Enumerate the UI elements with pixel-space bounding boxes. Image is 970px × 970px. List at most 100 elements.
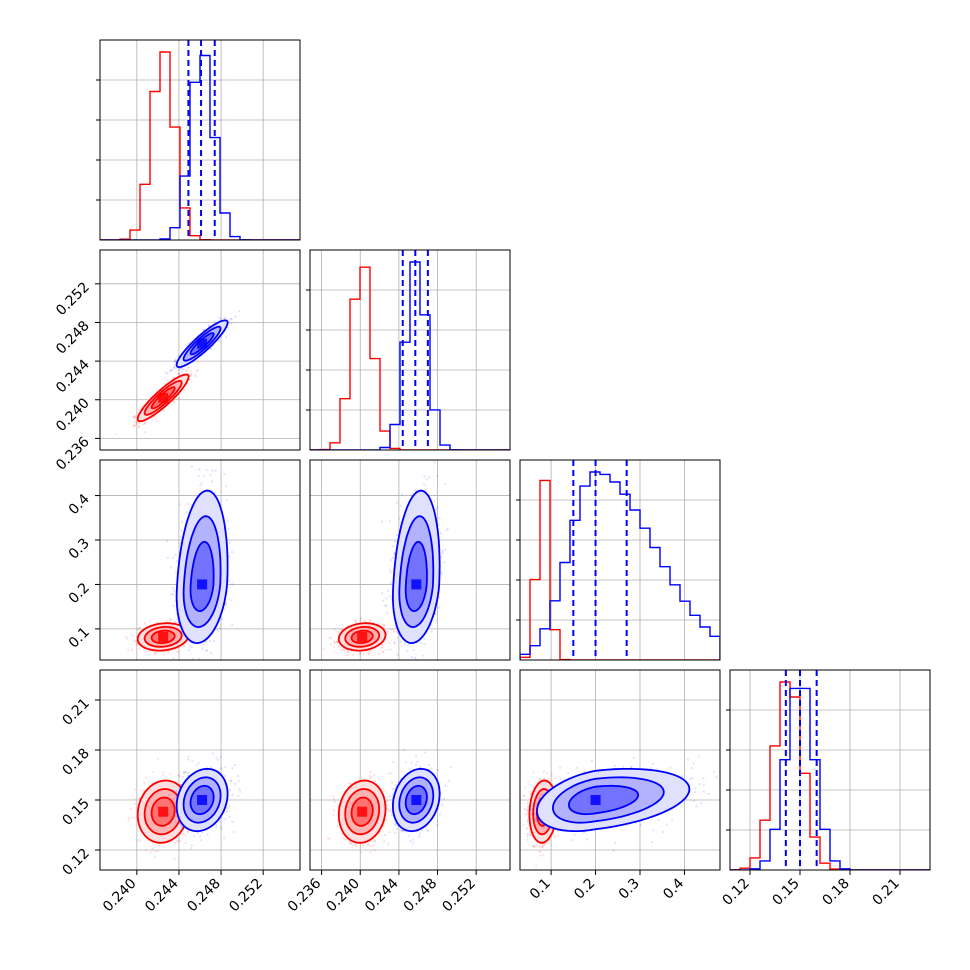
- scatter-point: [213, 640, 216, 643]
- scatter-point: [342, 648, 345, 651]
- scatter-point: [190, 465, 193, 468]
- scatter-point: [386, 611, 389, 614]
- scatter-point: [201, 643, 204, 646]
- scatter-point: [133, 424, 136, 427]
- contour-line: [136, 622, 190, 652]
- scatter-point: [198, 657, 201, 660]
- scatter-point: [172, 590, 175, 593]
- scatter-point: [336, 640, 339, 644]
- scatter-point: [429, 457, 431, 459]
- scatter-point: [184, 369, 187, 372]
- scatter-point: [179, 646, 183, 649]
- contour-line: [143, 379, 183, 416]
- scatter-point: [138, 626, 141, 630]
- scatter-point: [370, 650, 373, 653]
- scatter-point: [214, 469, 217, 472]
- scatter-point: [172, 400, 175, 403]
- scatter-point: [205, 649, 208, 653]
- scatter-point: [166, 650, 169, 654]
- contour-line: [143, 626, 183, 648]
- scatter-point: [231, 583, 234, 586]
- scatter-point: [436, 475, 439, 478]
- scatter-point: [136, 643, 139, 646]
- scatter-point: [165, 619, 168, 623]
- scatter-point: [365, 650, 368, 654]
- scatter-point: [380, 646, 383, 650]
- scatter-point: [423, 439, 425, 441]
- scatter-point: [144, 431, 147, 434]
- scatter-point: [143, 622, 147, 625]
- scatter-point: [166, 372, 169, 375]
- contour-line: [337, 622, 387, 652]
- scatter-point: [132, 416, 135, 419]
- scatter-point: [340, 648, 343, 651]
- scatter-point: [208, 324, 211, 327]
- scatter-point: [228, 541, 231, 544]
- scatter-point: [135, 640, 138, 643]
- scatter-point: [170, 368, 173, 371]
- scatter-point: [180, 370, 183, 373]
- density-peak: [197, 338, 208, 349]
- scatter-point: [136, 412, 139, 415]
- contour-line: [150, 629, 176, 644]
- scatter-point: [202, 328, 205, 331]
- scatter-point: [358, 652, 362, 655]
- scatter-point: [196, 361, 200, 364]
- scatter-point: [230, 322, 233, 325]
- scatter-point: [198, 468, 201, 471]
- scatter-point: [178, 372, 182, 375]
- scatter-point: [441, 552, 444, 555]
- scatter-point: [435, 619, 438, 622]
- scatter-point: [154, 652, 157, 655]
- scatter-point: [137, 409, 140, 412]
- panel-frame: [99, 459, 301, 661]
- scatter-point: [178, 503, 181, 506]
- scatter-point: [195, 369, 198, 372]
- scatter-point: [166, 556, 169, 559]
- scatter-point: [220, 664, 222, 666]
- scatter-point: [177, 372, 181, 375]
- scatter-point: [329, 636, 333, 639]
- scatter-point: [382, 625, 385, 628]
- scatter-point: [368, 619, 371, 622]
- scatter-point: [230, 318, 233, 321]
- scatter-point: [162, 625, 165, 628]
- scatter-point: [436, 506, 439, 509]
- scatter-point: [188, 373, 191, 377]
- scatter-point: [433, 461, 436, 464]
- scatter-point: [368, 650, 371, 653]
- scatter-point: [225, 498, 228, 501]
- scatter-point: [391, 556, 395, 560]
- scatter-point: [205, 456, 207, 458]
- scatter-point: [355, 619, 358, 622]
- density-peak: [197, 579, 208, 590]
- scatter-point: [346, 654, 349, 657]
- scatter-point: [162, 409, 165, 412]
- scatter-point: [396, 653, 399, 656]
- scatter-point: [381, 646, 384, 649]
- scatter-point: [205, 649, 208, 652]
- scatter-point: [172, 556, 175, 559]
- scatter-point: [333, 642, 336, 645]
- scatter-point: [238, 310, 241, 313]
- scatter-point: [209, 664, 211, 666]
- scatter-point: [227, 527, 230, 530]
- scatter-point: [166, 379, 169, 382]
- scatter-point: [395, 501, 398, 504]
- contour-line: [189, 540, 215, 613]
- scatter-point: [359, 619, 362, 622]
- scatter-point: [227, 579, 231, 582]
- scatter-point: [144, 651, 147, 654]
- scatter-point: [214, 491, 217, 494]
- scatter-point: [437, 523, 441, 526]
- scatter-point: [226, 520, 229, 523]
- scatter-point: [322, 648, 325, 651]
- scatter-point: [173, 360, 177, 363]
- scatter-point: [143, 422, 146, 425]
- scatter-point: [345, 649, 349, 652]
- scatter-point: [134, 416, 137, 419]
- scatter-point: [224, 603, 227, 606]
- scatter-point: [189, 370, 192, 373]
- panel-frame: [99, 249, 301, 451]
- scatter-point: [138, 626, 141, 629]
